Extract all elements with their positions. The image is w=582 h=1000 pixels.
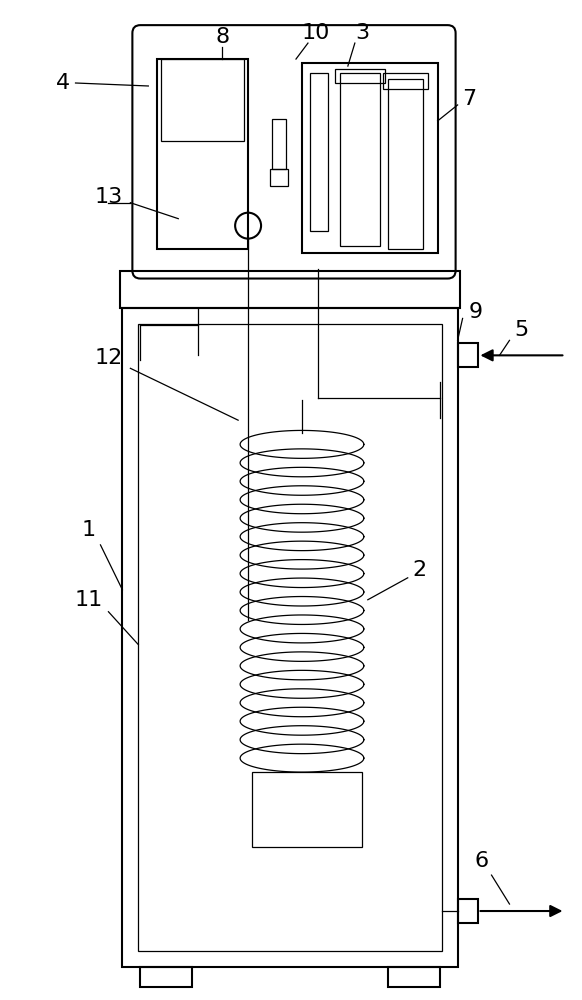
Bar	[457, 343, 478, 367]
Bar	[310, 73, 328, 231]
Bar	[383, 73, 428, 89]
Bar	[161, 59, 244, 141]
Text: 12: 12	[94, 348, 123, 368]
Bar	[388, 967, 439, 987]
Bar	[120, 271, 460, 308]
Bar	[302, 63, 438, 253]
Bar	[457, 899, 478, 923]
Text: 2: 2	[413, 560, 427, 580]
Text: 13: 13	[94, 187, 123, 207]
Bar	[122, 308, 457, 967]
Bar	[252, 772, 362, 847]
Bar	[335, 69, 385, 83]
Text: 5: 5	[514, 320, 528, 340]
Text: 9: 9	[469, 302, 482, 322]
Bar	[157, 59, 248, 249]
Text: 6: 6	[474, 851, 489, 871]
Text: 3: 3	[355, 23, 369, 43]
Text: 10: 10	[301, 23, 330, 43]
Text: 8: 8	[215, 27, 229, 47]
Bar	[388, 79, 423, 249]
Bar	[140, 967, 192, 987]
Bar	[340, 73, 380, 246]
Text: 4: 4	[55, 73, 70, 93]
Bar	[139, 324, 442, 951]
Text: 11: 11	[74, 590, 102, 610]
Bar	[270, 169, 288, 186]
Bar	[272, 119, 286, 169]
Text: 1: 1	[81, 520, 95, 540]
Text: 7: 7	[463, 89, 477, 109]
